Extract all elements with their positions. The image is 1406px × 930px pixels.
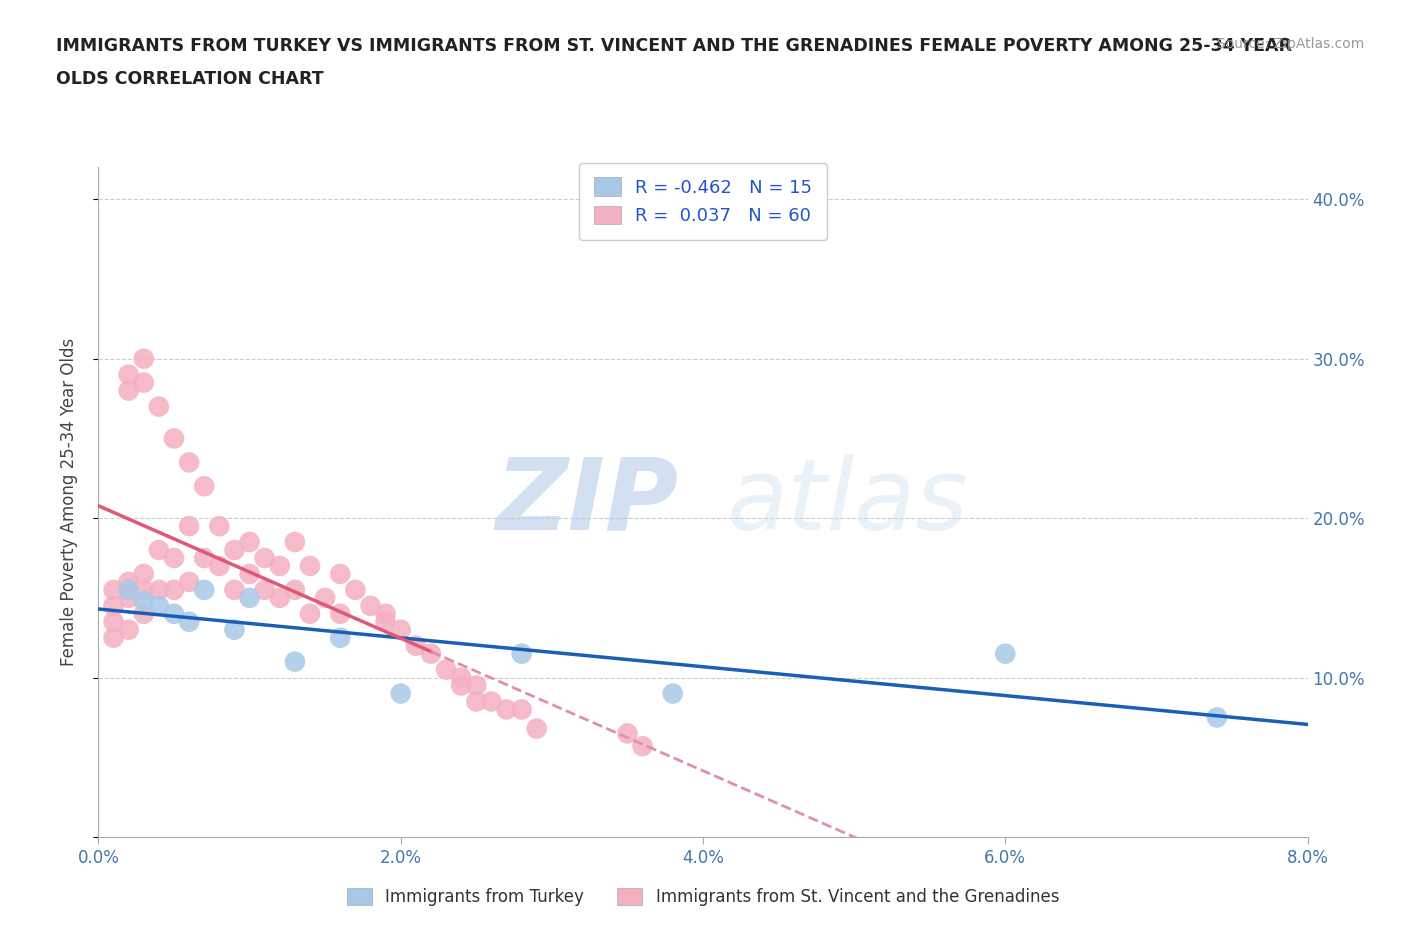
Point bbox=[314, 591, 336, 605]
Text: OLDS CORRELATION CHART: OLDS CORRELATION CHART bbox=[56, 70, 323, 87]
Point bbox=[450, 678, 472, 693]
Point bbox=[179, 575, 201, 590]
Point bbox=[163, 431, 186, 445]
Point bbox=[163, 606, 186, 621]
Point bbox=[103, 582, 125, 597]
Point bbox=[269, 591, 291, 605]
Point bbox=[329, 631, 352, 645]
Text: Source: ZipAtlas.com: Source: ZipAtlas.com bbox=[1216, 37, 1364, 51]
Point bbox=[510, 646, 533, 661]
Point bbox=[284, 654, 307, 669]
Point bbox=[434, 662, 457, 677]
Text: IMMIGRANTS FROM TURKEY VS IMMIGRANTS FROM ST. VINCENT AND THE GRENADINES FEMALE : IMMIGRANTS FROM TURKEY VS IMMIGRANTS FRO… bbox=[56, 37, 1292, 55]
Point bbox=[179, 615, 201, 630]
Text: ZIP: ZIP bbox=[496, 454, 679, 551]
Point bbox=[481, 694, 503, 709]
Point bbox=[148, 399, 170, 414]
Point bbox=[103, 631, 125, 645]
Point bbox=[118, 367, 141, 382]
Point bbox=[179, 455, 201, 470]
Point bbox=[103, 598, 125, 613]
Point bbox=[118, 582, 141, 597]
Point bbox=[510, 702, 533, 717]
Point bbox=[132, 566, 155, 581]
Point bbox=[132, 593, 155, 608]
Point bbox=[118, 575, 141, 590]
Point bbox=[239, 535, 262, 550]
Point bbox=[193, 582, 215, 597]
Point bbox=[526, 721, 548, 736]
Point bbox=[148, 542, 170, 557]
Point bbox=[224, 622, 246, 637]
Point bbox=[389, 622, 412, 637]
Point bbox=[148, 582, 170, 597]
Point bbox=[994, 646, 1017, 661]
Point bbox=[118, 622, 141, 637]
Point bbox=[163, 551, 186, 565]
Point bbox=[450, 671, 472, 685]
Point bbox=[163, 582, 186, 597]
Point bbox=[224, 542, 246, 557]
Point bbox=[662, 686, 685, 701]
Point bbox=[208, 559, 231, 574]
Point bbox=[389, 686, 412, 701]
Point bbox=[224, 582, 246, 597]
Point bbox=[299, 606, 322, 621]
Text: atlas: atlas bbox=[727, 454, 969, 551]
Point bbox=[269, 559, 291, 574]
Point bbox=[239, 591, 262, 605]
Point bbox=[253, 582, 276, 597]
Point bbox=[284, 535, 307, 550]
Legend: R = -0.462   N = 15, R =  0.037   N = 60: R = -0.462 N = 15, R = 0.037 N = 60 bbox=[579, 163, 827, 240]
Point bbox=[118, 591, 141, 605]
Point bbox=[360, 598, 382, 613]
Point bbox=[239, 566, 262, 581]
Point bbox=[193, 551, 215, 565]
Point bbox=[179, 519, 201, 534]
Point bbox=[299, 559, 322, 574]
Point bbox=[132, 606, 155, 621]
Y-axis label: Female Poverty Among 25-34 Year Olds: Female Poverty Among 25-34 Year Olds bbox=[59, 339, 77, 666]
Point bbox=[374, 615, 396, 630]
Point bbox=[465, 694, 488, 709]
Legend: Immigrants from Turkey, Immigrants from St. Vincent and the Grenadines: Immigrants from Turkey, Immigrants from … bbox=[340, 881, 1066, 912]
Point bbox=[132, 375, 155, 390]
Point bbox=[495, 702, 517, 717]
Point bbox=[132, 582, 155, 597]
Point bbox=[344, 582, 367, 597]
Point bbox=[103, 615, 125, 630]
Point bbox=[132, 352, 155, 366]
Point bbox=[631, 738, 654, 753]
Point bbox=[148, 598, 170, 613]
Point bbox=[284, 582, 307, 597]
Point bbox=[208, 519, 231, 534]
Point bbox=[329, 606, 352, 621]
Point bbox=[1206, 710, 1229, 724]
Point bbox=[193, 479, 215, 494]
Point bbox=[374, 606, 396, 621]
Point bbox=[405, 638, 427, 653]
Point bbox=[420, 646, 443, 661]
Point bbox=[118, 383, 141, 398]
Point bbox=[465, 678, 488, 693]
Point bbox=[253, 551, 276, 565]
Point bbox=[616, 726, 638, 741]
Point bbox=[329, 566, 352, 581]
